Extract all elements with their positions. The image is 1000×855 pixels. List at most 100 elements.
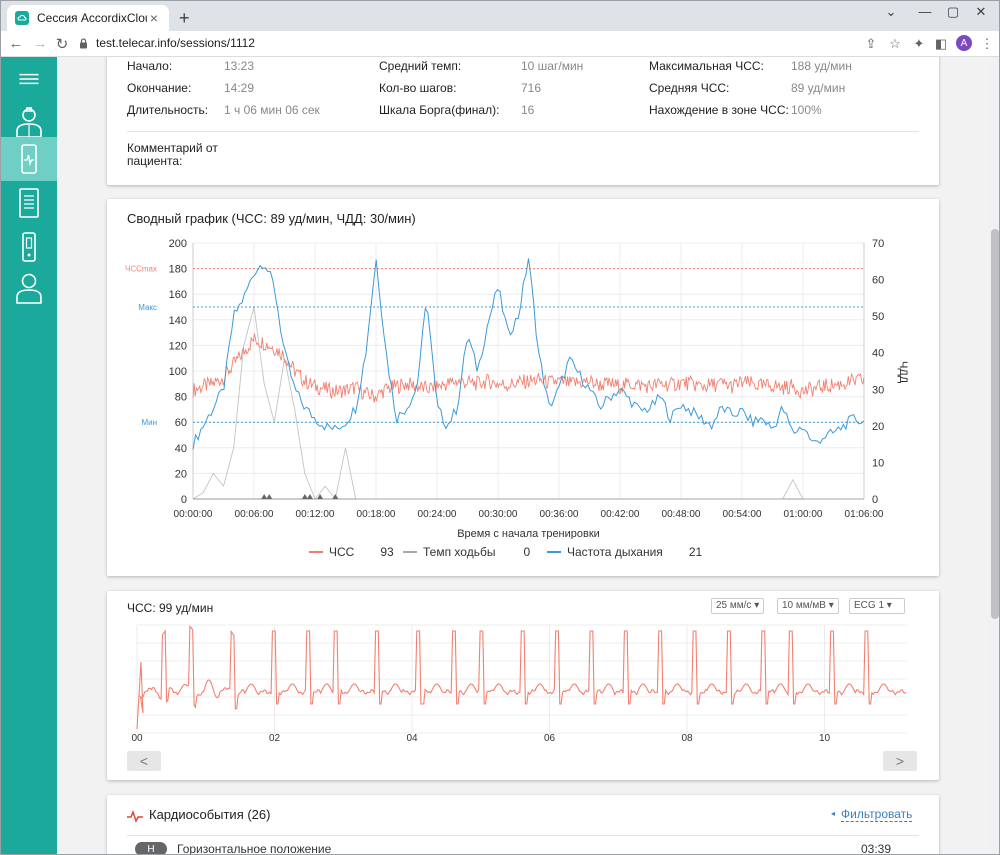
patient-icon[interactable] [1, 265, 57, 309]
comment-label-line1: Комментарий от [127, 141, 218, 155]
legend-swatch-hr [309, 551, 323, 553]
y-right-tick-label: 20 [872, 421, 884, 433]
legend-resp-value: 21 [688, 545, 703, 559]
legend-item-hr[interactable]: ЧСС 93 [309, 545, 394, 559]
x-tick-label: 00:30:00 [479, 509, 518, 520]
ecg-x-tick-label: 08 [681, 733, 693, 744]
url-text: test.telecar.info/sessions/1112 [96, 36, 255, 50]
close-window-icon[interactable]: ✕ [975, 4, 987, 19]
device-icon[interactable] [1, 225, 57, 269]
y-left-tick-label: 120 [169, 340, 187, 352]
event-type-badge: Н [135, 842, 167, 854]
gain-select[interactable]: 10 мм/мВ ▾ [777, 598, 839, 614]
steps-label: Кол-во шагов: [379, 81, 457, 95]
scrollbar-thumb[interactable] [991, 229, 999, 619]
browser-tab[interactable]: Сессия AccordixCloud × [7, 5, 169, 31]
legend-swatch-resp [547, 551, 561, 553]
y-left-tick-label: 140 [169, 315, 187, 327]
avg-pace-label: Средний темп: [379, 59, 462, 73]
y-left-tick-label: 60 [175, 417, 187, 429]
bookmark-star-icon[interactable]: ☆ [889, 36, 901, 51]
event-marker [317, 494, 324, 499]
browser-toolbar: ← → ↻ test.telecar.info/sessions/1112 ⇪ … [1, 31, 999, 57]
prev-page-button[interactable]: < [127, 751, 161, 771]
ecg-x-tick-label: 02 [269, 733, 281, 744]
borg-value: 16 [521, 103, 535, 117]
divider [127, 835, 919, 836]
doctor-icon[interactable] [1, 99, 57, 143]
y-left-tick-label: 100 [169, 366, 187, 378]
end-value: 14:29 [224, 81, 255, 95]
max-hr-label: Максимальная ЧСС: [649, 59, 764, 73]
y-left-tick-label: 160 [169, 289, 187, 301]
filter-link[interactable]: Фильтровать [841, 807, 913, 822]
lock-icon [80, 37, 87, 48]
x-tick-label: 00:54:00 [723, 509, 762, 520]
session-phone-icon[interactable] [1, 137, 57, 181]
start-value: 13:23 [224, 59, 255, 73]
x-tick-label: 00:00:00 [174, 509, 213, 520]
summary-chart-title: Сводный график (ЧСС: 89 уд/мин, ЧДД: 30/… [127, 211, 416, 226]
y-left-tick-label: 40 [175, 443, 187, 455]
document-icon[interactable] [1, 181, 57, 225]
y-right-tick-label: 40 [872, 348, 884, 360]
close-tab-icon[interactable]: × [149, 10, 159, 26]
side-panel-icon[interactable]: ◧ [934, 36, 948, 51]
y-right-tick-label: 30 [872, 384, 884, 396]
ecg-x-tick-label: 06 [544, 733, 556, 744]
back-arrow-icon[interactable]: ← [8, 35, 24, 52]
session-info-card: Начало: 13:23 Окончание: 14:29 Длительно… [107, 57, 939, 185]
comment-label-line2: пациента: [127, 154, 183, 168]
menu-dots-icon[interactable]: ⋮ [980, 36, 994, 51]
series-line-hr [192, 333, 865, 403]
main-content: Начало: 13:23 Окончание: 14:29 Длительно… [57, 57, 989, 855]
ecg-card: ЧСС: 99 уд/мин 25 мм/с ▾ 10 мм/мВ ▾ ECG … [107, 591, 939, 780]
maximize-icon[interactable]: ▢ [946, 4, 960, 19]
profile-avatar[interactable]: A [956, 35, 972, 51]
x-tick-label: 00:36:00 [540, 509, 579, 520]
legend-item-pace[interactable]: Темп ходьбы 0 [403, 545, 530, 559]
ecg-x-tick-label: 04 [406, 733, 418, 744]
y-left-tick-label: 80 [175, 392, 187, 404]
next-page-button[interactable]: > [883, 751, 917, 771]
app-sidebar [1, 57, 57, 854]
speed-select[interactable]: 25 мм/с ▾ [711, 598, 765, 614]
minimize-icon[interactable]: — [918, 4, 932, 19]
reference-line-label: Мин [141, 418, 157, 427]
y-left-tick-label: 180 [169, 264, 187, 276]
chevron-down-icon[interactable]: ⌄ [885, 4, 897, 19]
x-tick-label: 00:24:00 [418, 509, 457, 520]
legend-swatch-pace [403, 551, 417, 553]
lead-select[interactable]: ECG 1 ▾ [849, 598, 905, 614]
cloud-icon [15, 11, 29, 25]
avg-hr-label: Средняя ЧСС: [649, 81, 730, 95]
x-tick-label: 00:18:00 [357, 509, 396, 520]
address-bar[interactable]: test.telecar.info/sessions/1112 [79, 36, 255, 50]
cardio-events-card: Кардиособытия (26) ◂ Фильтровать Н Гориз… [107, 795, 939, 855]
avg-hr-value: 89 уд/мин [791, 81, 846, 95]
ecg-chart: 00 02 04 06 08 10 [131, 624, 907, 744]
reference-line-label: ЧССmax [125, 265, 157, 274]
share-icon[interactable]: ⇪ [865, 36, 877, 51]
ecg-trace [136, 625, 907, 730]
tab-bar: Сессия AccordixCloud × + ⌄ — ▢ ✕ [1, 1, 999, 31]
hamburger-menu-icon[interactable] [1, 57, 57, 101]
tab-title: Сессия AccordixCloud [37, 11, 147, 25]
event-time: 03:39 [861, 842, 892, 855]
page-scrollbar[interactable] [989, 57, 999, 854]
borg-label: Шкала Борга(финал): [379, 103, 500, 117]
x-tick-label: 00:48:00 [662, 509, 701, 520]
divider [127, 131, 919, 132]
y-right-axis-label: ЧДД [897, 361, 909, 384]
new-tab-button[interactable]: + [179, 8, 190, 28]
extensions-icon[interactable]: ✦ [913, 36, 925, 51]
reload-icon[interactable]: ↻ [55, 36, 69, 53]
event-marker [306, 494, 313, 499]
event-label[interactable]: Горизонтальное положение [177, 842, 332, 855]
y-right-tick-label: 70 [872, 238, 884, 250]
y-left-tick-label: 200 [169, 238, 187, 250]
legend-item-resp[interactable]: Частота дыхания 21 [547, 545, 702, 559]
forward-arrow-icon[interactable]: → [32, 35, 48, 52]
y-left-tick-label: 20 [175, 468, 187, 480]
reference-line-label: Макс [138, 303, 157, 312]
